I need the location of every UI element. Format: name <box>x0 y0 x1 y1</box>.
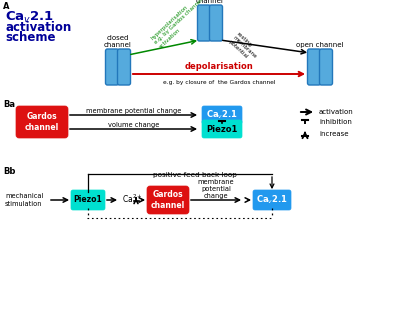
Text: open channel: open channel <box>296 42 344 48</box>
Text: membrane
potential
change: membrane potential change <box>198 179 234 199</box>
Text: Ca$_v$2.1: Ca$_v$2.1 <box>256 194 288 206</box>
FancyBboxPatch shape <box>118 49 130 85</box>
Text: hyperpolarisation
e.g. by Gardos channel
activation: hyperpolarisation e.g. by Gardos channel… <box>150 0 208 50</box>
Text: inhibition: inhibition <box>319 119 352 125</box>
FancyBboxPatch shape <box>320 49 332 85</box>
Text: e.g. by closure of  the Gardos channel: e.g. by closure of the Gardos channel <box>163 80 275 85</box>
Text: Piezo1: Piezo1 <box>206 125 238 134</box>
Text: Ba: Ba <box>3 100 15 109</box>
FancyBboxPatch shape <box>202 120 242 138</box>
Text: Gardos
channel: Gardos channel <box>25 112 59 132</box>
FancyBboxPatch shape <box>71 190 105 210</box>
Text: positive feed back loop: positive feed back loop <box>153 172 237 178</box>
Text: activation: activation <box>319 109 354 115</box>
Text: resting
membrane
potential: resting membrane potential <box>228 31 262 64</box>
Text: increase: increase <box>319 131 348 136</box>
Text: inactivated
channel: inactivated channel <box>190 0 230 4</box>
FancyBboxPatch shape <box>308 49 320 85</box>
Text: scheme: scheme <box>5 31 56 44</box>
Text: Piezo1: Piezo1 <box>74 196 102 205</box>
Text: Bb: Bb <box>3 167 15 176</box>
Text: activation: activation <box>5 21 71 34</box>
Text: Ca$_v$2.1: Ca$_v$2.1 <box>206 109 238 121</box>
Text: closed
channel: closed channel <box>104 35 132 48</box>
Text: depolarisation: depolarisation <box>185 62 253 71</box>
FancyBboxPatch shape <box>202 106 242 124</box>
FancyBboxPatch shape <box>106 49 118 85</box>
Text: volume change: volume change <box>108 122 159 128</box>
Text: membrane potential change: membrane potential change <box>86 108 181 114</box>
FancyBboxPatch shape <box>210 5 222 41</box>
Text: Ca$_v$2.1: Ca$_v$2.1 <box>5 10 54 25</box>
FancyBboxPatch shape <box>147 186 189 214</box>
Text: mechanical
stimulation: mechanical stimulation <box>5 193 43 206</box>
FancyBboxPatch shape <box>253 190 291 210</box>
FancyBboxPatch shape <box>16 106 68 138</box>
Text: Ca$^{2+}$: Ca$^{2+}$ <box>122 193 142 205</box>
Text: A: A <box>3 2 10 11</box>
FancyBboxPatch shape <box>198 5 210 41</box>
Text: Gardos
channel: Gardos channel <box>151 190 185 210</box>
